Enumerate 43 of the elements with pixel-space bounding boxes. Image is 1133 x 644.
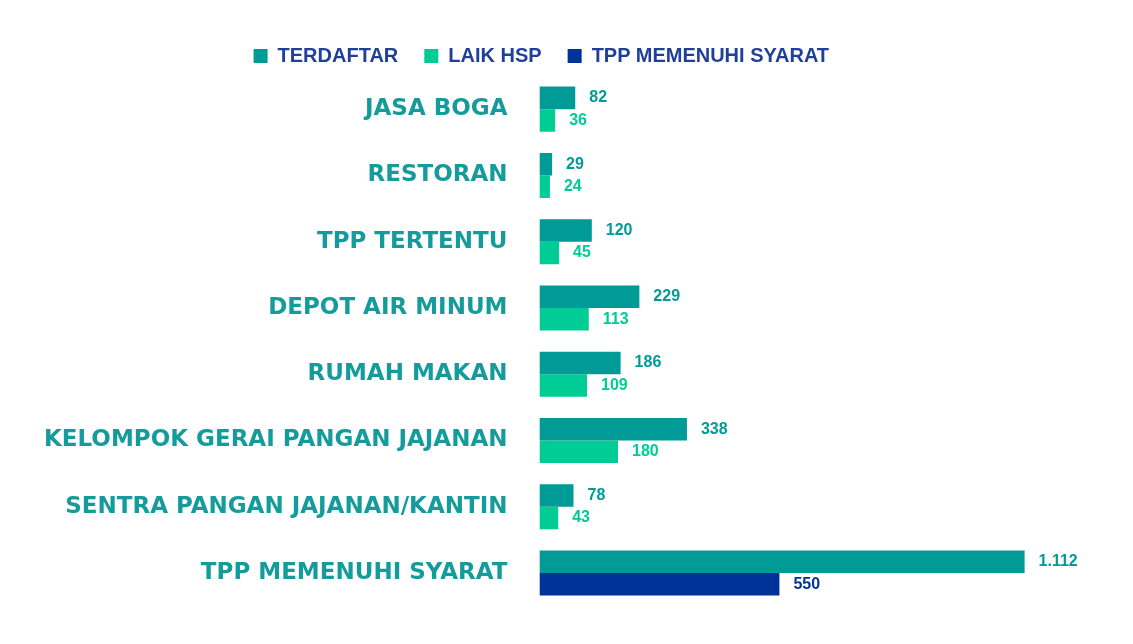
bar xyxy=(539,351,621,375)
data-label: 338 xyxy=(700,419,728,437)
data-label: 550 xyxy=(793,574,821,592)
data-label: 113 xyxy=(602,309,629,327)
bar xyxy=(539,440,618,464)
bar xyxy=(539,374,588,397)
data-label: 78 xyxy=(587,485,606,503)
data-label: 82 xyxy=(589,88,608,106)
bar xyxy=(539,175,550,198)
data-label: 180 xyxy=(631,442,659,460)
bar xyxy=(539,484,574,507)
bar xyxy=(539,152,553,176)
data-label: 45 xyxy=(573,243,591,261)
y-tick-label: RUMAH MAKAN xyxy=(307,359,508,386)
bar xyxy=(539,109,556,132)
legend-label: TPP MEMENUHI SYARAT xyxy=(591,43,830,66)
bar xyxy=(539,573,780,596)
data-label: 186 xyxy=(634,353,662,371)
bar xyxy=(539,550,1025,574)
data-label: 29 xyxy=(566,154,585,172)
data-label: 43 xyxy=(572,508,591,526)
bar xyxy=(539,307,589,331)
bar xyxy=(539,285,640,308)
legend-label: TERDAFTAR xyxy=(277,43,399,66)
data-label: 229 xyxy=(653,287,681,305)
y-tick-label: KELOMPOK GERAI PANGAN JAJANAN xyxy=(43,425,508,452)
y-tick-label: DEPOT AIR MINUM xyxy=(268,292,508,319)
data-label: 120 xyxy=(605,220,633,238)
y-tick-label: TPP MEMENUHI SYARAT xyxy=(200,558,508,585)
data-label: 24 xyxy=(563,177,582,195)
legend-label: LAIK HSP xyxy=(448,43,542,66)
bar xyxy=(539,86,576,110)
bar xyxy=(539,241,560,265)
bar xyxy=(539,506,559,530)
data-label: 109 xyxy=(601,375,628,393)
data-label: 1.112 xyxy=(1038,552,1078,570)
bar xyxy=(539,219,592,242)
y-tick-label: JASA BOGA xyxy=(362,94,508,121)
bar xyxy=(539,417,687,441)
y-tick-label: TPP TERTENTU xyxy=(316,226,508,253)
y-tick-label: SENTRA PANGAN JAJANAN/KANTIN xyxy=(65,491,508,518)
data-label: 36 xyxy=(569,110,588,128)
y-tick-label: RESTORAN xyxy=(367,160,508,187)
